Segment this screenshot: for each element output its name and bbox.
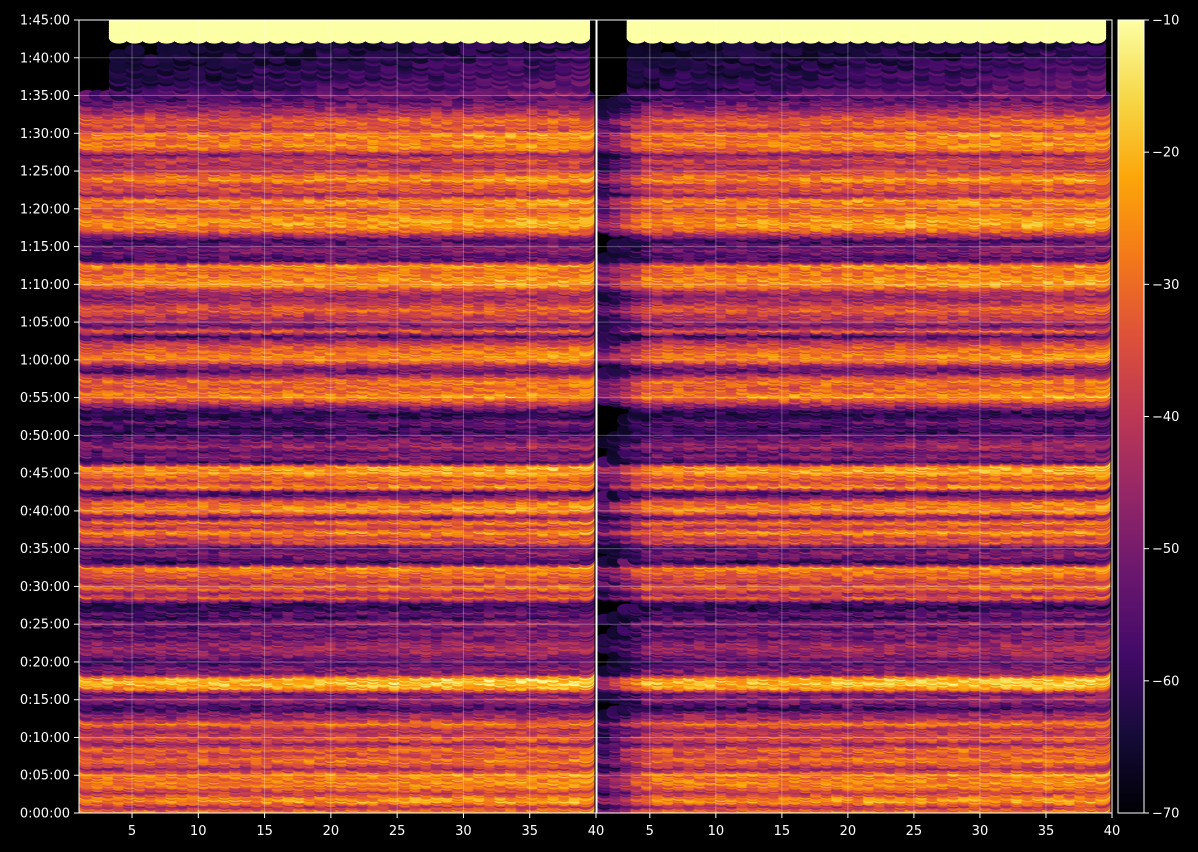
heatmap-panel-left [78, 14, 596, 819]
heatmap-cells-left [78, 14, 594, 819]
